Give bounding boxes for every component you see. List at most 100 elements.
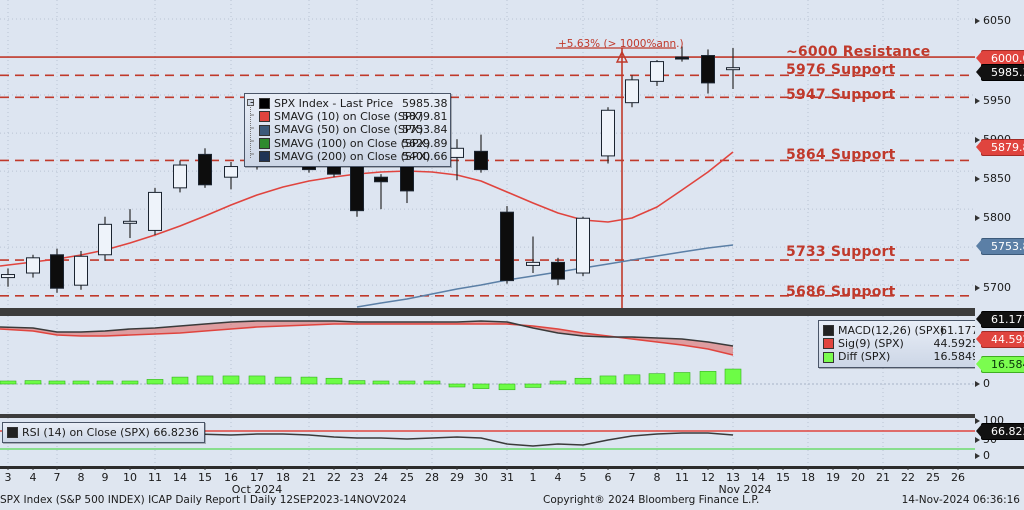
rsi-legend-text: RSI (14) on Close (SPX) 66.8236 <box>22 426 199 439</box>
footer-copyright: Copyright® 2024 Bloomberg Finance L.P. <box>543 494 760 506</box>
x-axis-tick-label: 15 <box>198 471 212 484</box>
x-axis-tick-label: 22 <box>901 471 915 484</box>
axis-tick-arrow <box>975 418 980 424</box>
legend-tree-gutter <box>247 99 254 159</box>
legend-row: Diff (SPX) 16.5849 <box>823 350 979 363</box>
rsi-legend-box[interactable]: RSI (14) on Close (SPX) 66.8236 <box>2 422 205 444</box>
macd-chart-panel[interactable] <box>0 316 975 414</box>
legend-row: SMAVG (100) on Close (SPX) 5629.89 <box>259 136 448 150</box>
legend-row: MACD(12,26) (SPX) 61.1774 <box>823 324 986 337</box>
support-resistance-label: 5686 Support <box>786 284 896 300</box>
axis-tick-arrow <box>975 437 980 443</box>
legend-row: SMAVG (200) on Close (SPX) 5400.66 <box>259 149 448 163</box>
axis-tick-arrow <box>975 176 980 182</box>
x-axis-tick-label: 14 <box>173 471 187 484</box>
x-axis-tick-label: 7 <box>53 471 61 484</box>
legend-color-swatch <box>259 150 270 162</box>
legend-row: SMAVG (50) on Close (SPX) 5753.84 <box>259 123 448 137</box>
x-axis-tick-label: 22 <box>327 471 341 484</box>
x-axis-tick-label: 20 <box>851 471 865 484</box>
support-resistance-label: 5976 Support <box>786 62 896 78</box>
support-resistance-label: 5947 Support <box>786 87 896 103</box>
status-bar: SPX Index (S&P 500 INDEX) ICAP Daily Rep… <box>0 494 1024 510</box>
axis-tick-label: 0 <box>983 449 990 462</box>
panel-separator-1 <box>0 308 1024 316</box>
x-axis-tick-label: 19 <box>826 471 840 484</box>
legend-series-label: SMAVG (10) on Close (SPX) <box>274 110 424 124</box>
x-axis-tick-label: 3 <box>4 471 12 484</box>
axis-value-badge[interactable]: 5753.84 <box>976 238 1024 255</box>
legend-series-value: 5629.89 <box>402 136 448 150</box>
x-axis-tick-label: 12 <box>701 471 715 484</box>
legend-series-label: Sig(9) (SPX) <box>838 337 904 351</box>
macd-plot-area[interactable] <box>0 316 975 414</box>
panel-separator-3 <box>0 466 1024 469</box>
legend-series-value: 5400.66 <box>402 149 448 163</box>
x-axis-tick-label: 9 <box>101 471 109 484</box>
x-axis-tick-label: 26 <box>951 471 965 484</box>
support-resistance-label: ~6000 Resistance <box>786 44 931 60</box>
legend-color-swatch <box>823 325 834 337</box>
x-axis-tick-label: 23 <box>350 471 364 484</box>
legend-series-label: SMAVG (200) on Close (SPX) <box>274 149 431 163</box>
x-axis-tick-label: 21 <box>876 471 890 484</box>
rsi-color-swatch <box>7 427 18 439</box>
axis-tick-label: 0 <box>983 377 990 390</box>
footer-security-info: SPX Index (S&P 500 INDEX) ICAP Daily Rep… <box>0 494 407 506</box>
axis-value-badge[interactable]: 5985.38 <box>976 64 1024 81</box>
x-axis-tick-label: 24 <box>374 471 388 484</box>
x-axis-tick-label: 5 <box>579 471 587 484</box>
right-price-axis[interactable]: 6050595059005850580057000100500 6000.005… <box>975 0 1024 466</box>
legend-series-label: SMAVG (50) on Close (SPX) <box>274 123 424 137</box>
x-axis-tick-label: 14 <box>751 471 765 484</box>
axis-value-badge[interactable]: 66.8236 <box>976 423 1024 440</box>
x-axis-tick-label: 18 <box>801 471 815 484</box>
x-axis-tick-label: 8 <box>653 471 661 484</box>
x-axis-month-label: Nov 2024 <box>718 483 772 496</box>
axis-value-badge[interactable]: 16.5849 <box>976 356 1024 373</box>
x-axis-tick-label: 16 <box>224 471 238 484</box>
x-axis-tick-label: 25 <box>926 471 940 484</box>
axis-tick-arrow <box>975 453 980 459</box>
legend-color-swatch <box>259 98 270 110</box>
legend-series-value: 16.5849 <box>933 350 980 364</box>
x-axis-baseline <box>7 466 959 470</box>
support-resistance-label: 5864 Support <box>786 147 896 163</box>
legend-series-value: 5753.84 <box>402 123 448 137</box>
x-axis-tick-label: 18 <box>276 471 290 484</box>
x-axis-tick-label: 21 <box>302 471 316 484</box>
x-axis-tick-label: 4 <box>554 471 562 484</box>
axis-value-badge[interactable]: 61.1774 <box>976 311 1024 328</box>
legend-series-label: Diff (SPX) <box>838 350 891 364</box>
support-resistance-label: 5733 Support <box>786 244 896 260</box>
price-legend-box[interactable]: SPX Index - Last Price 5985.38 SMAVG (10) … <box>244 93 451 168</box>
legend-row: Sig(9) (SPX) 44.5925 <box>823 337 979 350</box>
price-chart-panel[interactable] <box>0 0 975 308</box>
axis-value-badge[interactable]: 6000.00 <box>976 50 1024 67</box>
axis-value-badge[interactable]: 44.5925 <box>976 331 1024 348</box>
rsi-legend-row: RSI (14) on Close (SPX) 66.8236 <box>7 426 199 439</box>
legend-series-value: 61.1774 <box>940 324 986 337</box>
legend-color-swatch <box>823 351 834 363</box>
legend-series-label: MACD(12,26) (SPX) <box>838 324 945 337</box>
x-axis-tick-label: 30 <box>474 471 488 484</box>
price-plot-area[interactable] <box>0 0 975 308</box>
x-axis[interactable]: 3 4 7 8 9 10 11 14 15 16 17 18 21 22 23 24 25 28 29 30 31 1 4 5… <box>0 466 1024 496</box>
x-axis-tick-label: 13 <box>726 471 740 484</box>
legend-series-value: 5985.38 <box>402 97 448 110</box>
x-axis-tick-label: 11 <box>148 471 162 484</box>
axis-tick-label: 5850 <box>983 172 1011 185</box>
axis-tick-arrow <box>975 18 980 24</box>
x-axis-tick-label: 10 <box>123 471 137 484</box>
axis-tick-label: 5700 <box>983 281 1011 294</box>
axis-tick-label: 6050 <box>983 14 1011 27</box>
axis-tick-arrow <box>975 381 980 387</box>
axis-tick-label: 5950 <box>983 94 1011 107</box>
legend-series-value: 5879.81 <box>402 110 448 124</box>
x-axis-tick-label: 31 <box>500 471 514 484</box>
axis-tick-label: 5800 <box>983 211 1011 224</box>
x-axis-tick-label: 17 <box>250 471 264 484</box>
x-axis-tick-label: 15 <box>776 471 790 484</box>
macd-legend-box[interactable]: MACD(12,26) (SPX) 61.1774 Sig(9) (SPX) 44.5… <box>818 320 986 368</box>
axis-value-badge[interactable]: 5879.81 <box>976 139 1024 156</box>
